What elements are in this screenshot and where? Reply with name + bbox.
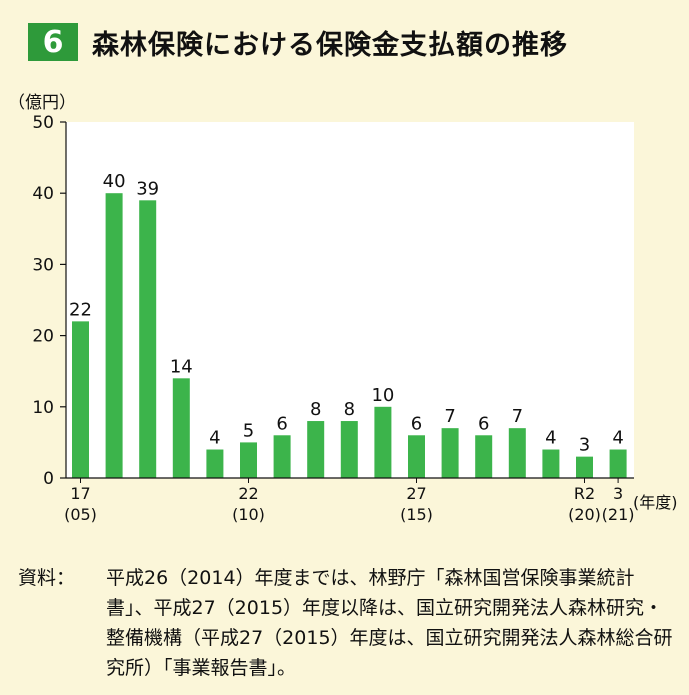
bar-value-label: 5 bbox=[243, 420, 254, 441]
x-tick-sublabel: (15) bbox=[400, 505, 433, 524]
bar-value-label: 8 bbox=[310, 399, 321, 420]
bar-chart: （億円） (年度) 0 10 20 30 40 50 22 40 39 14 4 5 6 8 8 10 6 7 6… bbox=[8, 93, 678, 524]
y-tick-label: 20 bbox=[32, 327, 54, 347]
x-tick-sublabel: (05) bbox=[64, 505, 97, 524]
source-label: 資料： bbox=[18, 567, 76, 589]
x-tick-sublabel: (10) bbox=[232, 505, 265, 524]
y-tick-label: 0 bbox=[43, 469, 54, 489]
bar bbox=[609, 449, 627, 478]
bar-value-label: 14 bbox=[170, 356, 193, 377]
title-text: 森林保険における保険金支払額の推移 bbox=[92, 29, 568, 61]
bar bbox=[408, 435, 425, 478]
bar-value-label: 6 bbox=[276, 413, 287, 434]
x-tick-label: 17 bbox=[70, 484, 90, 503]
bar bbox=[172, 378, 190, 478]
bar bbox=[576, 456, 593, 478]
y-axis-label: （億円） bbox=[8, 93, 76, 113]
x-axis-ticks: 17 (05) 22 (10) 27 (15) R2 (20) 3 (21) bbox=[64, 478, 635, 524]
x-tick-label: R2 bbox=[574, 484, 595, 503]
bar-value-label: 10 bbox=[371, 385, 394, 406]
y-tick-label: 10 bbox=[32, 398, 54, 418]
bar bbox=[206, 449, 224, 478]
x-tick-label: 3 bbox=[613, 484, 623, 503]
y-tick-label: 40 bbox=[32, 184, 54, 204]
bar bbox=[72, 321, 89, 478]
x-tick-label: 22 bbox=[238, 484, 258, 503]
figure-number-badge: 6 bbox=[28, 23, 78, 61]
bar-value-label: 4 bbox=[545, 428, 556, 449]
source-note: 資料： 平成26（2014）年度までは、林野庁「森林国営保険事業統計書」、平成2… bbox=[18, 563, 678, 683]
bar bbox=[508, 428, 526, 478]
bar-value-label: 22 bbox=[69, 299, 92, 320]
bar-value-label: 6 bbox=[411, 413, 422, 434]
chart-title: 6 森林保険における保険金支払額の推移 bbox=[28, 18, 568, 66]
x-tick-sublabel: (21) bbox=[602, 505, 635, 524]
bar bbox=[340, 421, 358, 478]
y-axis: 0 10 20 30 40 50 bbox=[32, 113, 67, 489]
bar-value-label: 7 bbox=[512, 406, 523, 427]
plot-area bbox=[66, 122, 634, 478]
bar bbox=[139, 200, 157, 478]
bar bbox=[475, 435, 493, 478]
y-tick-label: 30 bbox=[32, 255, 54, 275]
bar bbox=[307, 421, 325, 478]
bars: 22 40 39 14 4 5 6 8 8 10 6 7 6 7 4 3 4 bbox=[66, 171, 634, 479]
bar bbox=[240, 442, 257, 478]
x-tick-label: 27 bbox=[406, 484, 426, 503]
bar-value-label: 7 bbox=[444, 406, 455, 427]
bar-value-label: 39 bbox=[136, 178, 159, 199]
x-axis-label: (年度) bbox=[633, 493, 678, 512]
x-tick-sublabel: (20) bbox=[568, 505, 601, 524]
bar-value-label: 40 bbox=[103, 171, 126, 192]
bar bbox=[374, 406, 392, 478]
bar-value-label: 4 bbox=[612, 428, 623, 449]
bar bbox=[542, 449, 560, 478]
bar-value-label: 4 bbox=[209, 428, 220, 449]
source-text: 平成26（2014）年度までは、林野庁「森林国営保険事業統計書」、平成27（20… bbox=[106, 567, 673, 679]
y-tick-label: 50 bbox=[32, 113, 54, 133]
bar bbox=[105, 193, 123, 478]
bar-value-label: 6 bbox=[478, 413, 489, 434]
bar bbox=[441, 428, 459, 478]
bar bbox=[273, 435, 291, 478]
bar-value-label: 3 bbox=[579, 435, 590, 456]
bar-value-label: 8 bbox=[344, 399, 355, 420]
